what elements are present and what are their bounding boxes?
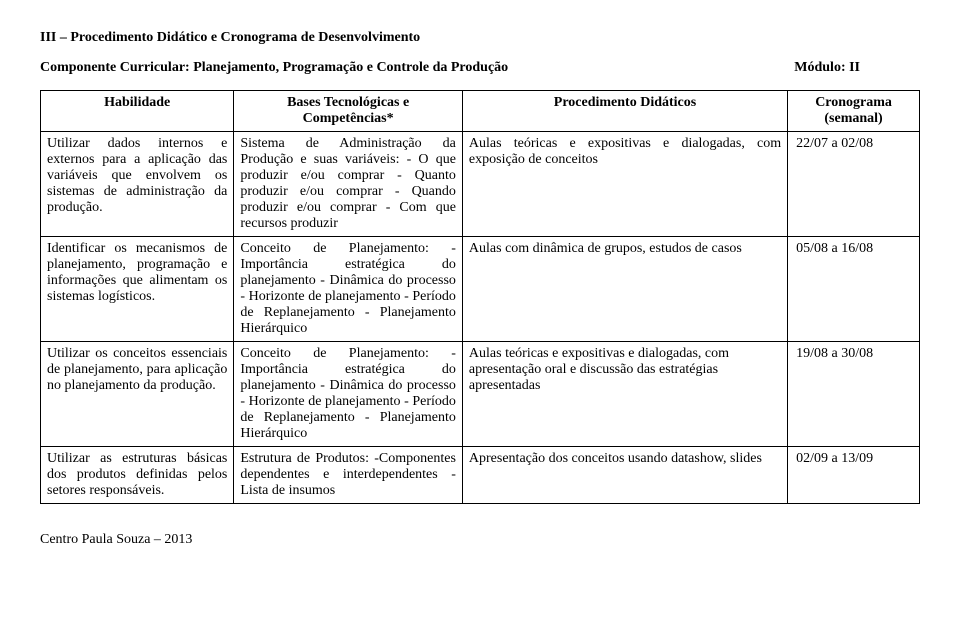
cell-bases: Conceito de Planejamento: -Importância e… bbox=[234, 342, 463, 447]
table-row: Utilizar dados internos e externos para … bbox=[41, 132, 920, 237]
table-row: Utilizar as estruturas básicas dos produ… bbox=[41, 447, 920, 504]
section-title: III – Procedimento Didático e Cronograma… bbox=[40, 30, 920, 46]
cell-cronograma: 05/08 a 16/08 bbox=[788, 237, 920, 342]
cell-procedimento: Apresentação dos conceitos usando datash… bbox=[462, 447, 787, 504]
cell-procedimento: Aulas teóricas e expositivas e dialogada… bbox=[462, 132, 787, 237]
cell-cronograma: 22/07 a 02/08 bbox=[788, 132, 920, 237]
header-bases: Bases Tecnológicas e Competências* bbox=[234, 91, 463, 132]
cell-cronograma: 02/09 a 13/09 bbox=[788, 447, 920, 504]
componente-label: Componente Curricular: Planejamento, Pro… bbox=[40, 60, 508, 76]
cell-habilidade: Utilizar os conceitos essenciais de plan… bbox=[41, 342, 234, 447]
modulo-label: Módulo: II bbox=[794, 60, 920, 76]
content-table: Habilidade Bases Tecnológicas e Competên… bbox=[40, 90, 920, 504]
header-procedimento: Procedimento Didáticos bbox=[462, 91, 787, 132]
cell-bases: Estrutura de Produtos: -Componentes depe… bbox=[234, 447, 463, 504]
footer-text: Centro Paula Souza – 2013 bbox=[40, 532, 920, 548]
table-row: Utilizar os conceitos essenciais de plan… bbox=[41, 342, 920, 447]
cell-procedimento: Aulas teóricas e expositivas e dialogada… bbox=[462, 342, 787, 447]
header-cronograma: Cronograma (semanal) bbox=[788, 91, 920, 132]
cell-habilidade: Utilizar as estruturas básicas dos produ… bbox=[41, 447, 234, 504]
cell-bases: Conceito de Planejamento: -Importância e… bbox=[234, 237, 463, 342]
cell-procedimento: Aulas com dinâmica de grupos, estudos de… bbox=[462, 237, 787, 342]
cell-habilidade: Utilizar dados internos e externos para … bbox=[41, 132, 234, 237]
cell-bases: Sistema de Administração da Produção e s… bbox=[234, 132, 463, 237]
cell-cronograma: 19/08 a 30/08 bbox=[788, 342, 920, 447]
header-habilidade: Habilidade bbox=[41, 91, 234, 132]
table-header-row: Habilidade Bases Tecnológicas e Competên… bbox=[41, 91, 920, 132]
component-row: Componente Curricular: Planejamento, Pro… bbox=[40, 60, 920, 76]
cell-habilidade: Identificar os mecanismos de planejament… bbox=[41, 237, 234, 342]
table-row: Identificar os mecanismos de planejament… bbox=[41, 237, 920, 342]
